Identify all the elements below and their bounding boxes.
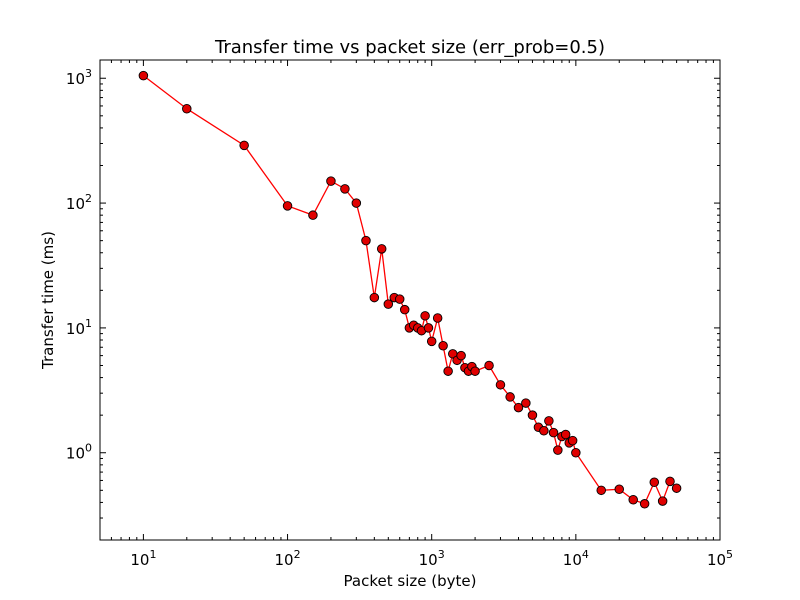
x-axis-label: Packet size (byte)	[344, 572, 477, 590]
x-tick-label: 104	[563, 548, 589, 569]
data-point	[438, 340, 448, 351]
data-point	[351, 198, 362, 208]
data-point	[423, 323, 434, 333]
data-point	[567, 435, 578, 446]
data-point	[665, 476, 675, 487]
data-point	[426, 336, 437, 347]
data-point	[399, 304, 410, 315]
y-axis-label: Transfer time (ms)	[39, 231, 57, 370]
y-tick-label: 100	[66, 442, 92, 463]
data-point	[527, 410, 538, 420]
data-point	[282, 201, 293, 211]
data-point	[649, 477, 660, 488]
data-point	[484, 360, 494, 371]
data-point	[383, 299, 394, 309]
data-point	[376, 244, 387, 254]
x-tick-label: 101	[130, 548, 156, 569]
data-point	[521, 398, 531, 408]
data-point	[308, 210, 318, 220]
x-tick-label: 102	[274, 548, 300, 569]
data-point	[657, 496, 668, 506]
data-point	[470, 366, 480, 376]
data-point	[513, 402, 524, 413]
data-point	[596, 485, 606, 496]
data-point	[553, 445, 563, 455]
data-point	[432, 313, 443, 323]
y-tick-label: 102	[66, 192, 92, 213]
x-tick-label: 103	[419, 548, 445, 569]
data-point	[560, 429, 571, 440]
tick-layer: 101 102 103 104 105 100 101 102 103	[66, 60, 733, 569]
data-point	[456, 350, 466, 361]
data-point	[443, 366, 453, 376]
series-layer	[138, 70, 682, 509]
plot-frame	[99, 59, 721, 541]
data-point	[505, 392, 515, 402]
data-point	[239, 140, 249, 151]
data-point	[361, 235, 371, 246]
data-point	[394, 294, 405, 304]
data-point	[326, 176, 336, 186]
data-point	[340, 184, 350, 194]
data-point	[182, 103, 192, 114]
data-point	[544, 416, 554, 426]
data-point	[138, 70, 149, 81]
data-point	[639, 499, 650, 509]
data-point	[628, 495, 638, 505]
y-tick-label: 103	[66, 67, 92, 88]
data-point	[495, 380, 506, 390]
data-point	[614, 484, 624, 494]
data-point	[571, 447, 581, 458]
chart-title: Transfer time vs packet size (err_prob=0…	[214, 37, 605, 58]
data-point	[548, 427, 559, 438]
plot-area-background	[100, 60, 720, 540]
y-tick-label: 101	[66, 317, 92, 338]
data-point	[420, 311, 430, 321]
data-point	[671, 483, 682, 493]
data-point	[369, 292, 380, 303]
data-point	[539, 426, 549, 436]
x-tick-label: 105	[707, 548, 733, 569]
